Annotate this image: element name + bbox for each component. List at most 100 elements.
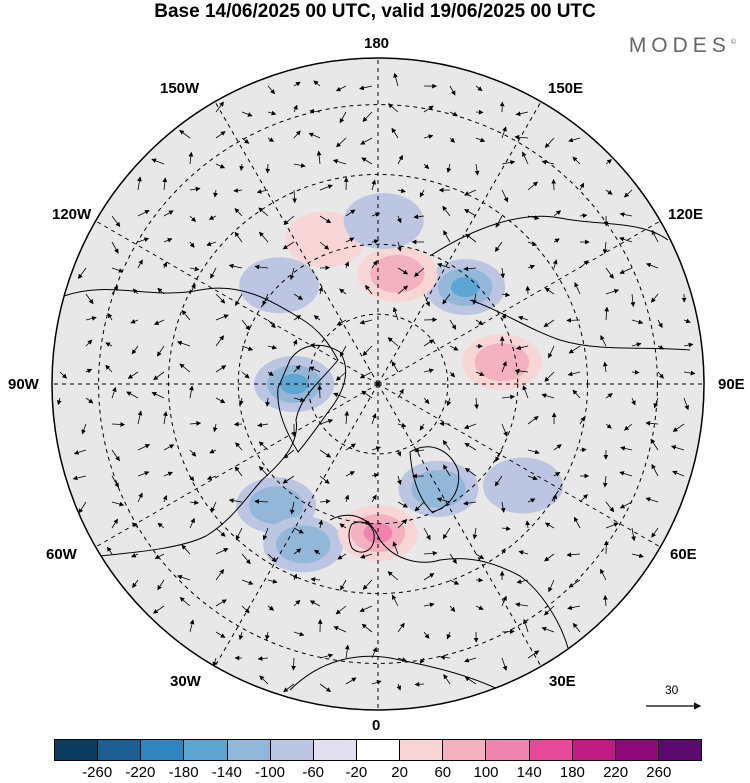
wind-arrow [475, 605, 484, 610]
wind-arrow [319, 215, 332, 224]
wind-arrow [371, 646, 377, 659]
anom-alaska-low [239, 257, 320, 314]
wind-arrow [206, 475, 217, 480]
meridian-line [214, 101, 379, 385]
wind-arrow [107, 312, 113, 321]
wind-arrow [423, 573, 435, 581]
wind-arrow [215, 335, 225, 347]
wind-arrow [361, 390, 373, 399]
wind-arrow [472, 293, 477, 305]
brand-mark: © [730, 39, 736, 46]
wind-arrow [566, 552, 581, 558]
wind-arrow [397, 285, 409, 295]
wind-arrow [215, 293, 226, 304]
colorbar-tick-label: 260 [646, 764, 672, 781]
wind-arrow [163, 471, 174, 477]
colorbar-tick-label: 60 [434, 764, 452, 781]
wind-arrow [293, 527, 304, 534]
wind-arrow [620, 446, 633, 451]
wind-arrow [604, 306, 610, 321]
wind-arrow [154, 553, 165, 559]
wind-arrow [258, 441, 269, 451]
wind-arrow [645, 497, 659, 503]
wind-arrow [179, 363, 191, 373]
wind-arrow [500, 267, 506, 279]
wind-arrow [364, 519, 373, 529]
wind-arrow [670, 445, 685, 451]
wind-arrow [371, 260, 378, 269]
wind-arrow [475, 85, 483, 92]
wind-arrow [241, 579, 254, 585]
wind-arrow [419, 423, 425, 431]
wind-arrow [267, 371, 274, 377]
wind-arrow [413, 214, 425, 220]
wind-arrow [289, 267, 295, 281]
wind-arrow [262, 527, 269, 541]
wind-arrow [157, 579, 165, 591]
wind-arrow [449, 371, 456, 378]
wind-arrow [308, 132, 321, 139]
wind-arrow [262, 293, 269, 306]
wind-arrow [525, 520, 531, 529]
wind-arrow [111, 386, 117, 399]
wind-arrow [449, 85, 456, 96]
colorbar-segment [529, 740, 573, 760]
wind-arrow [215, 131, 226, 139]
wind-arrow [316, 150, 322, 165]
anomaly-contour [450, 277, 480, 298]
wind-arrow [419, 657, 425, 664]
wind-arrow [645, 262, 659, 269]
wind-arrow [413, 267, 425, 277]
wind-arrow [215, 527, 226, 537]
lon-label-120e: 120E [668, 206, 704, 223]
wind-arrow [345, 237, 355, 243]
wind-arrow [631, 369, 640, 375]
wind-arrow [527, 416, 539, 425]
wind-arrow [567, 371, 581, 377]
wind-arrow [289, 501, 295, 515]
wind-arrow [267, 579, 278, 584]
wind-arrow [449, 553, 457, 564]
wind-arrow [361, 157, 373, 165]
wind-arrow [313, 315, 321, 321]
wind-arrow [362, 579, 373, 590]
lon-label-180: 180 [364, 35, 390, 52]
wind-arrow [265, 631, 270, 641]
wind-arrow [228, 263, 243, 269]
anom-bering-low [343, 193, 424, 250]
wind-arrow [683, 318, 691, 324]
wind-arrow [345, 443, 357, 451]
wind-arrow [464, 442, 477, 451]
wind-arrow [234, 207, 243, 217]
wind-arrow [210, 501, 217, 513]
wind-arrow [309, 108, 321, 114]
wind-arrow [318, 286, 324, 295]
wind-arrow [475, 137, 486, 143]
wind-arrow [495, 449, 503, 462]
wind-arrow [397, 501, 409, 508]
wind-arrow [397, 154, 403, 165]
wind-arrow [131, 552, 139, 558]
wind-arrow [449, 111, 459, 117]
colorbar-segment [486, 740, 530, 760]
wind-arrow [340, 579, 347, 591]
wind-arrow [463, 500, 477, 506]
wind-arrow [293, 548, 302, 555]
wind-arrow [517, 315, 529, 321]
wind-arrow [443, 464, 451, 477]
wind-arrow [623, 189, 633, 198]
wind-arrow [605, 423, 612, 429]
wind-arrow [293, 315, 302, 321]
lon-label-30w: 30W [170, 673, 201, 690]
wind-arrow [283, 449, 295, 459]
wind-arrow [651, 527, 659, 538]
wind-arrow [423, 134, 434, 139]
wind-arrow [516, 579, 529, 584]
wind-arrow [387, 571, 399, 581]
polar-map [51, 57, 705, 711]
wind-arrow [292, 573, 298, 581]
wind-arrow [283, 683, 295, 693]
wind-arrow [339, 111, 347, 124]
wind-arrow [631, 397, 636, 406]
wind-arrow [527, 475, 538, 481]
